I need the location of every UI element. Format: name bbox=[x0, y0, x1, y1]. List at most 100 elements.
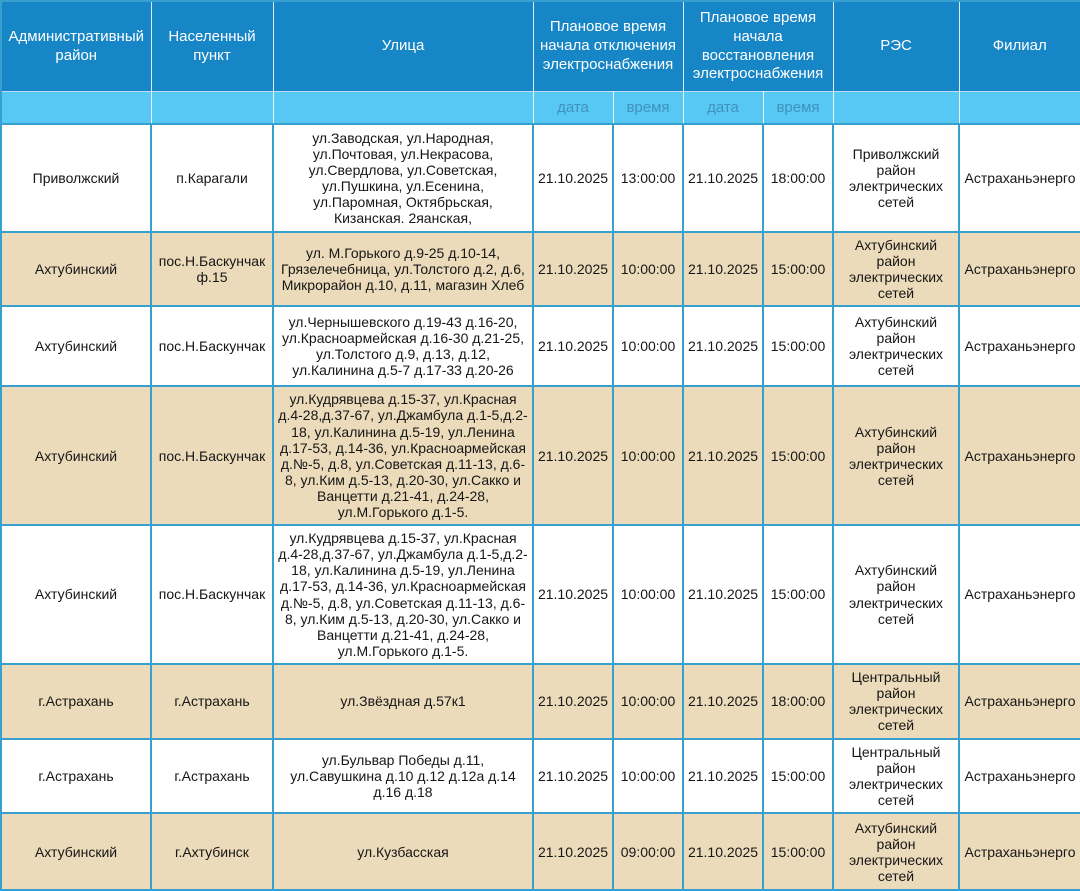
cell-res: Ахтубинский район электрических сетей bbox=[832, 305, 960, 388]
cell-restore-date: 21.10.2025 bbox=[682, 524, 764, 665]
cell-admin-district: Ахтубинский bbox=[0, 305, 152, 388]
subheader-restore-time: время bbox=[763, 91, 834, 124]
cell-outage-date: 21.10.2025 bbox=[532, 812, 614, 891]
cell-restore-date: 21.10.2025 bbox=[682, 123, 764, 233]
col-header-settlement: Населенный пункт bbox=[151, 1, 274, 92]
cell-outage-time: 10:00:00 bbox=[612, 662, 684, 740]
header-row-sub: дата время дата время bbox=[1, 91, 1080, 124]
cell-restore-time: 15:00:00 bbox=[762, 385, 834, 527]
cell-restore-time: 15:00:00 bbox=[762, 812, 834, 891]
cell-restore-date: 21.10.2025 bbox=[682, 662, 764, 740]
table-row: Ахтубинский пос.Н.Баскунчак ул.Чернышевско… bbox=[0, 305, 1080, 388]
cell-settlement: п.Карагали bbox=[150, 123, 274, 233]
cell-branch: Астраханьэнерго bbox=[958, 662, 1080, 740]
cell-admin-district: г.Астрахань bbox=[0, 662, 152, 740]
cell-branch: Астраханьэнерго bbox=[958, 123, 1080, 233]
cell-outage-time: 10:00:00 bbox=[612, 305, 684, 388]
cell-branch: Астраханьэнерго bbox=[958, 812, 1080, 891]
cell-street: ул.Заводская, ул.Народная, ул.Почтовая, … bbox=[272, 123, 534, 233]
cell-branch: Астраханьэнерго bbox=[958, 524, 1080, 665]
cell-settlement: пос.Н.Баскунчак bbox=[150, 385, 274, 527]
cell-street: ул.Звёздная д.57к1 bbox=[272, 662, 534, 740]
col-header-outage-start: Плановое время начала отключения электро… bbox=[533, 1, 684, 92]
cell-restore-time: 15:00:00 bbox=[762, 305, 834, 388]
cell-res: Ахтубинский район электрических сетей bbox=[832, 524, 960, 665]
cell-outage-date: 21.10.2025 bbox=[532, 662, 614, 740]
cell-settlement: г.Ахтубинск bbox=[150, 812, 274, 891]
header-row-main: Административный район Населенный пункт … bbox=[1, 1, 1080, 92]
cell-settlement: г.Астрахань bbox=[150, 662, 274, 740]
col-header-street: Улица bbox=[273, 1, 534, 92]
cell-res: Ахтубинский район электрических сетей bbox=[832, 230, 960, 308]
cell-restore-time: 15:00:00 bbox=[762, 737, 834, 815]
col-header-res: РЭС bbox=[833, 1, 960, 92]
cell-outage-time: 09:00:00 bbox=[612, 812, 684, 891]
cell-admin-district: Ахтубинский bbox=[0, 524, 152, 665]
col-header-restore-start: Плановое время начала восстановления эле… bbox=[683, 1, 834, 92]
cell-branch: Астраханьэнерго bbox=[958, 737, 1080, 815]
cell-settlement: пос.Н.Баскунчак ф.15 bbox=[150, 230, 274, 308]
table-row: Ахтубинский г.Ахтубинск ул.Кузбасская 21.10… bbox=[0, 812, 1080, 891]
cell-res: Центральный район электрических сетей bbox=[832, 737, 960, 815]
cell-settlement: пос.Н.Баскунчак bbox=[150, 305, 274, 388]
subheader-empty-settlement bbox=[151, 91, 274, 124]
table-row: Ахтубинский пос.Н.Баскунчак ул.Кудрявцева … bbox=[0, 385, 1080, 527]
cell-branch: Астраханьэнерго bbox=[958, 385, 1080, 527]
cell-outage-time: 13:00:00 bbox=[612, 123, 684, 233]
cell-street: ул. М.Горького д.9-25 д.10-14, Грязелече… bbox=[272, 230, 534, 308]
subheader-restore-date: дата bbox=[683, 91, 764, 124]
cell-outage-time: 10:00:00 bbox=[612, 524, 684, 665]
cell-restore-date: 21.10.2025 bbox=[682, 385, 764, 527]
cell-restore-time: 18:00:00 bbox=[762, 662, 834, 740]
table-row: г.Астрахань г.Астрахань ул.Бульвар Победы … bbox=[0, 737, 1080, 815]
cell-street: ул.Кудрявцева д.15-37, ул.Красная д.4-28… bbox=[272, 524, 534, 665]
cell-admin-district: Ахтубинский bbox=[0, 230, 152, 308]
cell-outage-date: 21.10.2025 bbox=[532, 230, 614, 308]
cell-street: ул.Бульвар Победы д.11, ул.Савушкина д.1… bbox=[272, 737, 534, 815]
cell-outage-time: 10:00:00 bbox=[612, 230, 684, 308]
cell-outage-date: 21.10.2025 bbox=[532, 737, 614, 815]
cell-outage-date: 21.10.2025 bbox=[532, 385, 614, 527]
cell-outage-time: 10:00:00 bbox=[612, 385, 684, 527]
subheader-empty-street bbox=[273, 91, 534, 124]
cell-settlement: пос.Н.Баскунчак bbox=[150, 524, 274, 665]
col-header-admin-district: Административный район bbox=[1, 1, 152, 92]
subheader-empty-res bbox=[833, 91, 960, 124]
cell-admin-district: г.Астрахань bbox=[0, 737, 152, 815]
table-header: Административный район Населенный пункт … bbox=[1, 1, 1080, 124]
cell-restore-time: 15:00:00 bbox=[762, 524, 834, 665]
outage-table-body: Приволжский п.Карагали ул.Заводская, ул.На… bbox=[0, 123, 1080, 891]
cell-outage-date: 21.10.2025 bbox=[532, 524, 614, 665]
table-row: г.Астрахань г.Астрахань ул.Звёздная д.57к1… bbox=[0, 662, 1080, 740]
cell-outage-time: 10:00:00 bbox=[612, 737, 684, 815]
cell-settlement: г.Астрахань bbox=[150, 737, 274, 815]
table-row: Приволжский п.Карагали ул.Заводская, ул.На… bbox=[0, 123, 1080, 233]
subheader-outage-date: дата bbox=[533, 91, 614, 124]
cell-res: Ахтубинский район электрических сетей bbox=[832, 812, 960, 891]
cell-res: Центральный район электрических сетей bbox=[832, 662, 960, 740]
table-row: Ахтубинский пос.Н.Баскунчак ф.15 ул. М.Гор… bbox=[0, 230, 1080, 308]
table-row: Ахтубинский пос.Н.Баскунчак ул.Кудрявцева … bbox=[0, 524, 1080, 665]
cell-admin-district: Ахтубинский bbox=[0, 385, 152, 527]
cell-restore-time: 18:00:00 bbox=[762, 123, 834, 233]
subheader-outage-time: время bbox=[613, 91, 684, 124]
cell-restore-time: 15:00:00 bbox=[762, 230, 834, 308]
cell-street: ул.Чернышевского д.19-43 д.16-20, ул.Кра… bbox=[272, 305, 534, 388]
cell-branch: Астраханьэнерго bbox=[958, 230, 1080, 308]
cell-res: Ахтубинский район электрических сетей bbox=[832, 385, 960, 527]
cell-street: ул.Кудрявцева д.15-37, ул.Красная д.4-28… bbox=[272, 385, 534, 527]
col-header-branch: Филиал bbox=[959, 1, 1080, 92]
cell-restore-date: 21.10.2025 bbox=[682, 812, 764, 891]
cell-restore-date: 21.10.2025 bbox=[682, 737, 764, 815]
cell-admin-district: Приволжский bbox=[0, 123, 152, 233]
cell-street: ул.Кузбасская bbox=[272, 812, 534, 891]
subheader-empty-branch bbox=[959, 91, 1080, 124]
cell-res: Приволжский район электрических сетей bbox=[832, 123, 960, 233]
cell-restore-date: 21.10.2025 bbox=[682, 230, 764, 308]
cell-outage-date: 21.10.2025 bbox=[532, 305, 614, 388]
cell-branch: Астраханьэнерго bbox=[958, 305, 1080, 388]
cell-outage-date: 21.10.2025 bbox=[532, 123, 614, 233]
cell-admin-district: Ахтубинский bbox=[0, 812, 152, 891]
subheader-empty-admin-district bbox=[1, 91, 152, 124]
